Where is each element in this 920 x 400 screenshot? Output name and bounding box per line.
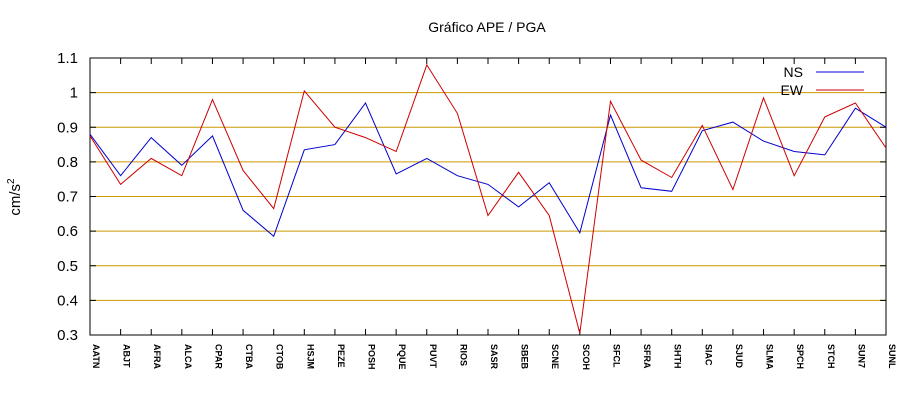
x-tick-label: AATN [91, 344, 101, 368]
y-tick-label: 0.7 [57, 189, 78, 206]
y-tick-label: 0.3 [57, 327, 78, 344]
legend: NS EW [780, 64, 864, 98]
x-tick-label: PQUE [397, 344, 407, 370]
x-tick-label: SHTH [673, 344, 683, 369]
series-line-ns [89, 102, 887, 238]
y-axis-label: cm/s2 [6, 178, 24, 216]
x-tick-label: SIAC [703, 344, 713, 366]
x-tick-label: SFCL [611, 344, 621, 368]
x-tick-label: ALCA [183, 344, 193, 369]
x-tick-label: SASR [489, 344, 499, 370]
y-axis-label-unit: cm/s [7, 184, 24, 216]
y-tick-label: 0.9 [57, 119, 78, 136]
x-tick-label: CTOB [275, 344, 285, 370]
y-tick-label: 0.8 [57, 154, 78, 171]
x-tick-label: SPCH [795, 344, 805, 369]
y-tick-label: 1 [70, 85, 78, 102]
x-tick-label: SUN7 [856, 344, 866, 368]
x-tick-label: HSJM [305, 344, 315, 369]
y-tick-label: 0.4 [57, 292, 78, 309]
y-tick-label: 0.6 [57, 223, 78, 240]
legend-label-ew: EW [780, 82, 803, 98]
x-tick-label: ABJT [122, 344, 132, 368]
x-tick-label: CPAR [213, 344, 223, 369]
legend-label-ns: NS [784, 64, 803, 80]
series-lines [89, 63, 887, 334]
y-tick-label: 0.5 [57, 258, 78, 275]
x-tick-label: SBEB [520, 344, 530, 370]
axes: 0.3 0.4 0.5 0.6 0.7 0.8 0.9 1 1.1 AATN ABJT AFRA ALC… [57, 50, 897, 370]
x-tick-label: SFRA [642, 344, 652, 369]
y-axis-label-superscript: 2 [6, 178, 17, 184]
series-line-ew [89, 63, 887, 334]
x-tick-label: POSH [367, 344, 377, 370]
x-tick-label: SCOH [581, 344, 591, 370]
x-tick-label: SUNL [887, 344, 897, 369]
x-tick-label: SJUD [734, 344, 744, 369]
y-tick-label: 1.1 [57, 50, 78, 67]
chart-title: Gráfico APE / PGA [428, 19, 546, 35]
grid-lines [90, 92, 886, 301]
x-tick-label: STCH [826, 344, 836, 369]
x-tick-label: SLMA [765, 344, 775, 370]
x-tick-label: SCNE [550, 344, 560, 369]
x-tick-label: PUVT [428, 344, 438, 369]
x-tick-label: RIOS [458, 344, 468, 366]
x-tick-label: AFRA [152, 344, 162, 369]
x-tick-label: PEZE [336, 344, 346, 368]
x-tick-label: CTBA [244, 344, 254, 369]
